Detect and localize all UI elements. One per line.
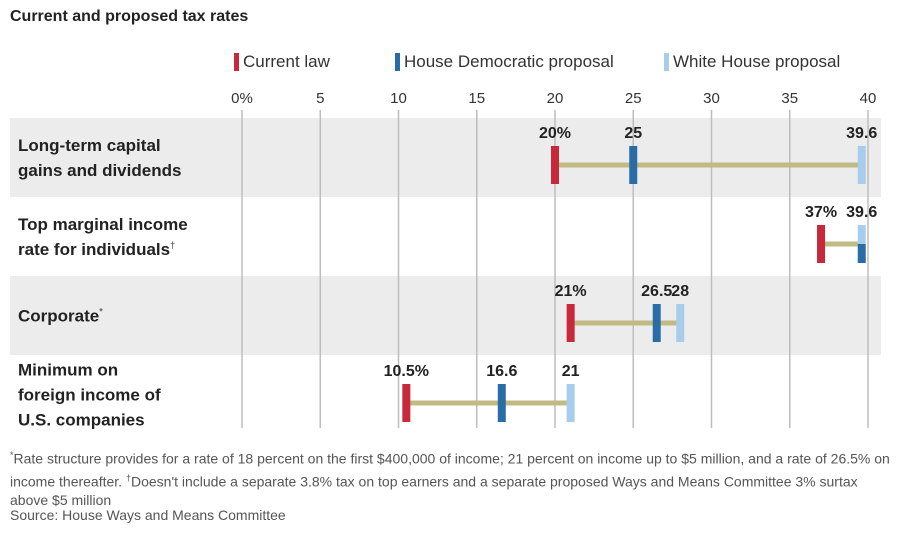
house-democratic-marker [857,244,866,263]
house-democratic-marker [497,384,506,422]
data-label: 26.5 [641,283,672,300]
x-tick-label: 20 [547,90,564,107]
data-label: 39.6 [846,204,877,221]
legend-label-current-law: Current law [243,52,330,71]
x-tick-label: 0% [231,90,253,107]
white-house-marker [857,225,866,244]
data-label: 16.6 [486,363,517,380]
data-label: 21 [562,363,580,380]
footnote: *Rate structure provides for a rate of 1… [10,446,890,510]
row-label: Long-term capital gains and dividends [18,136,181,180]
legend-swatch-current-law [234,53,239,71]
footnote-text-individuals: Doesn't include a separate 3.8% tax on t… [10,473,858,509]
data-label: 25 [624,125,642,142]
x-tick-label: 40 [860,90,877,107]
legend-item-house-democratic: House Democratic proposal [395,52,614,72]
legend-label-house-democratic: House Democratic proposal [404,52,614,71]
legend: Current law House Democratic proposal Wh… [0,52,901,74]
data-label: 21% [555,283,587,300]
data-label: 39.6 [846,125,877,142]
legend-item-current-law: Current law [234,52,330,72]
current-law-marker [402,384,411,422]
range-chart: 0% 5 10 15 20 25 30 35 40 Long-term capital gains … [10,90,881,430]
current-law-marker [566,304,575,342]
x-tick-label: 30 [703,90,720,107]
source-note: Source: House Ways and Means Committee [10,507,286,523]
white-house-marker [857,146,866,184]
data-label: 37% [805,204,837,221]
legend-swatch-house-democratic [395,53,400,71]
footnote-mark-asterisk: * [10,450,14,460]
current-law-marker [817,225,826,263]
row-label: Corporate* [18,307,103,326]
x-tick-label: 10 [390,90,407,107]
footnote-text-corporate: Rate structure provides for a rate of 18… [10,450,890,490]
legend-item-white-house: White House proposal [664,52,840,72]
white-house-marker [566,384,575,422]
data-label: 10.5% [384,363,429,380]
data-label: 28 [671,283,689,300]
x-tick-label: 15 [468,90,485,107]
house-democratic-marker [629,146,638,184]
x-tick-label: 25 [625,90,642,107]
data-label: 20% [539,125,571,142]
footnote-mark-dagger: † [125,472,131,483]
chart-title: Current and proposed tax rates [10,8,249,25]
legend-swatch-white-house [664,53,669,71]
x-tick-label: 5 [316,90,324,107]
white-house-marker [676,304,685,342]
row-label: Minimum on foreign income of U.S. companie… [18,361,161,430]
row-label: Top marginal income rate for individuals† [18,215,188,259]
row-band [10,276,881,355]
row-band [10,118,881,197]
current-law-marker [551,146,559,184]
x-tick-label: 35 [781,90,798,107]
house-democratic-marker [652,304,661,342]
legend-label-white-house: White House proposal [673,52,841,71]
